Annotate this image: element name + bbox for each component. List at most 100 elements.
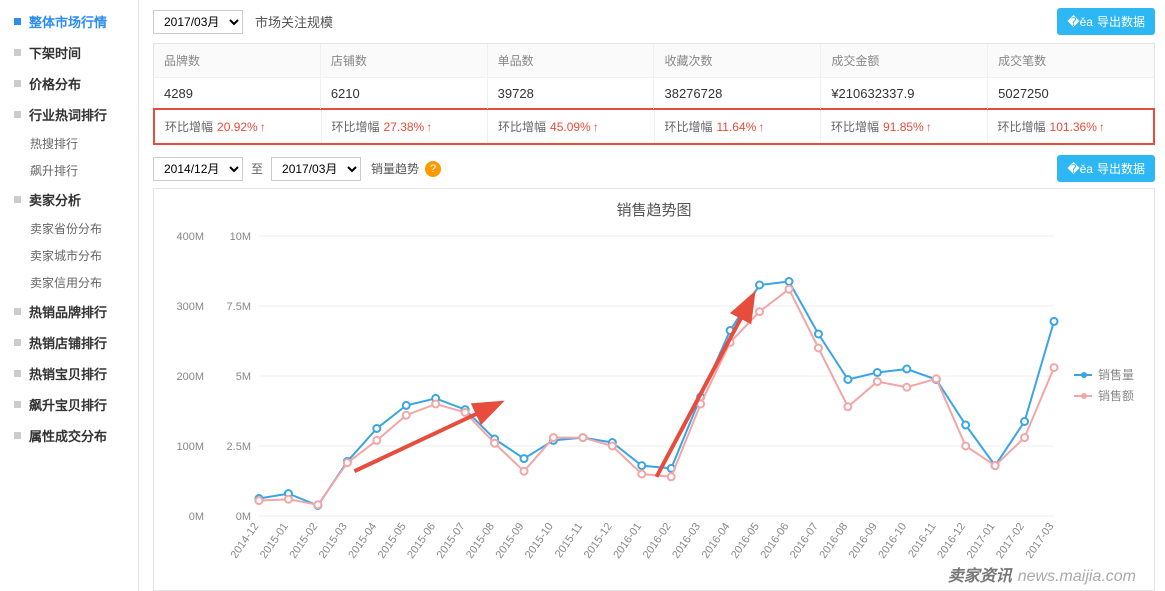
bullet-icon [14,49,21,56]
chart-svg: 0M100M200M300M400M0M2.5M5M7.5M10M2014-12… [164,226,1064,586]
data-point[interactable] [403,402,410,409]
sidebar-item-label: 行业热词排行 [29,105,107,124]
svg-text:2015-12: 2015-12 [582,521,615,561]
legend-item[interactable]: 销售额 [1074,387,1144,404]
sidebar-item[interactable]: 热销宝贝排行 [0,358,138,389]
sidebar-item[interactable]: 属性成交分布 [0,420,138,451]
svg-text:2.5M: 2.5M [227,441,251,453]
metric-value: 39728 [488,78,655,109]
svg-text:300M: 300M [176,301,204,313]
metric-header: 品牌数 [154,44,321,78]
metrics-table: 品牌数店铺数单品数收藏次数成交金额成交笔数 428962103972838276… [153,43,1155,145]
sidebar-item[interactable]: 飙升宝贝排行 [0,389,138,420]
date-select[interactable]: 2017/03月 [153,10,243,34]
sidebar-item[interactable]: 整体市场行情 [0,6,138,37]
data-point[interactable] [462,409,469,416]
sidebar-sub-item[interactable]: 卖家城市分布 [0,242,138,269]
data-point[interactable] [844,403,851,410]
data-point[interactable] [903,366,910,373]
trend-toolbar: 2014/12月 至 2017/03月 销量趋势 ? �ěa 导出数据 [153,145,1155,188]
help-icon[interactable]: ? [425,161,441,177]
data-point[interactable] [874,378,881,385]
data-point[interactable] [491,440,498,447]
series-line [259,289,1054,505]
data-point[interactable] [756,308,763,315]
data-point[interactable] [432,401,439,408]
data-point[interactable] [403,412,410,419]
data-point[interactable] [815,331,822,338]
sidebar-item-label: 下架时间 [29,43,81,62]
data-point[interactable] [638,462,645,469]
bullet-icon [14,308,21,315]
export-button-top[interactable]: �ěa 导出数据 [1057,8,1155,35]
data-point[interactable] [903,384,910,391]
sidebar-item[interactable]: 价格分布 [0,68,138,99]
data-point[interactable] [933,375,940,382]
sidebar-sub-item[interactable]: 卖家信用分布 [0,269,138,296]
sidebar-item[interactable]: 热销品牌排行 [0,296,138,327]
data-point[interactable] [521,468,528,475]
metric-value: 6210 [321,78,488,109]
legend-item[interactable]: 销售量 [1074,366,1144,383]
sidebar-item[interactable]: 行业热词排行 [0,99,138,130]
data-point[interactable] [1051,318,1058,325]
data-point[interactable] [962,422,969,429]
chart-plot: 0M100M200M300M400M0M2.5M5M7.5M10M2014-12… [164,226,1064,586]
data-point[interactable] [786,278,793,285]
data-point[interactable] [579,434,586,441]
metric-value: 5027250 [988,78,1154,109]
data-point[interactable] [256,497,263,504]
svg-text:2016-10: 2016-10 [876,521,909,561]
data-point[interactable] [756,282,763,289]
data-point[interactable] [373,437,380,444]
svg-text:400M: 400M [176,231,204,243]
date-from-select[interactable]: 2014/12月 [153,157,243,181]
data-point[interactable] [373,425,380,432]
sidebar-item[interactable]: 下架时间 [0,37,138,68]
sidebar-sub-item[interactable]: 飙升排行 [0,157,138,184]
data-point[interactable] [609,443,616,450]
chart-legend: 销售量销售额 [1064,226,1144,586]
data-point[interactable] [992,462,999,469]
export-label: 导出数据 [1097,13,1145,30]
data-point[interactable] [1021,418,1028,425]
data-point[interactable] [668,473,675,480]
data-point[interactable] [1051,364,1058,371]
data-point[interactable] [1021,434,1028,441]
sidebar-item[interactable]: 卖家分析 [0,184,138,215]
data-point[interactable] [550,434,557,441]
sidebar-item[interactable]: 热销店铺排行 [0,327,138,358]
legend-label: 销售额 [1098,387,1134,404]
svg-text:2016-03: 2016-03 [670,521,703,561]
svg-text:2015-05: 2015-05 [376,521,409,561]
data-point[interactable] [874,369,881,376]
svg-text:2015-02: 2015-02 [287,521,320,561]
metric-value: 38276728 [654,78,821,109]
date-to-select[interactable]: 2017/03月 [271,157,361,181]
data-point[interactable] [962,443,969,450]
data-point[interactable] [521,455,528,462]
data-point[interactable] [314,501,321,508]
sidebar-item-label: 属性成交分布 [29,426,107,445]
svg-text:200M: 200M [176,371,204,383]
data-point[interactable] [844,376,851,383]
sidebar-item-label: 卖家分析 [29,190,81,209]
svg-text:2015-11: 2015-11 [553,521,586,560]
metric-header: 店铺数 [321,44,488,78]
to-label: 至 [251,160,263,177]
data-point[interactable] [638,471,645,478]
svg-text:2015-07: 2015-07 [435,521,468,561]
data-point[interactable] [285,496,292,503]
trend-label: 销量趋势 [371,160,419,177]
sidebar-sub-item[interactable]: 卖家省份分布 [0,215,138,242]
data-point[interactable] [344,459,351,466]
svg-text:2015-09: 2015-09 [493,521,526,561]
sidebar-sub-item[interactable]: 热搜排行 [0,130,138,157]
data-point[interactable] [815,345,822,352]
bullet-icon [14,401,21,408]
bullet-icon [14,432,21,439]
legend-label: 销售量 [1098,366,1134,383]
data-point[interactable] [786,286,793,293]
metric-change: 环比增幅91.85%↑ [821,110,988,143]
export-button-chart[interactable]: �ěa 导出数据 [1057,155,1155,182]
